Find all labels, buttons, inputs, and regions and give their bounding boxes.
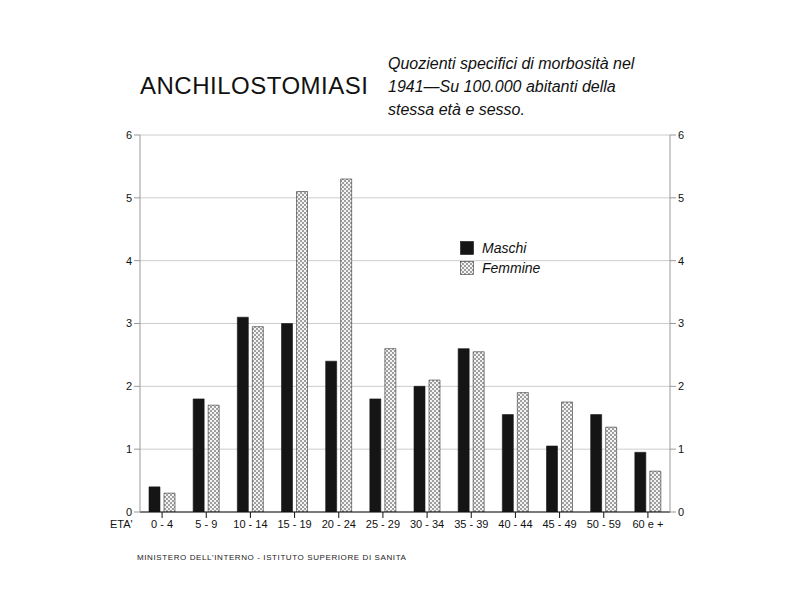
- svg-text:60 e +: 60 e +: [632, 518, 663, 530]
- svg-text:1: 1: [126, 443, 132, 455]
- svg-text:25 - 29: 25 - 29: [366, 518, 400, 530]
- svg-text:3: 3: [126, 317, 132, 329]
- svg-text:35 - 39: 35 - 39: [454, 518, 488, 530]
- svg-text:4: 4: [126, 255, 132, 267]
- svg-text:6: 6: [126, 129, 132, 141]
- svg-text:5: 5: [126, 192, 132, 204]
- svg-text:15 - 19: 15 - 19: [277, 518, 311, 530]
- html-text:Quozienti specifici di morbosi: Quozienti specifici di morbosità nel 194…: [388, 55, 635, 118]
- svg-text:10 - 14: 10 - 14: [233, 518, 267, 530]
- svg-text:45 - 49: 45 - 49: [542, 518, 576, 530]
- html-text:Maschi: Maschi: [482, 240, 527, 256]
- svg-text:5 - 9: 5 - 9: [195, 518, 217, 530]
- svg-text:40 - 44: 40 - 44: [498, 518, 532, 530]
- svg-text:0: 0: [678, 506, 684, 518]
- svg-text:0: 0: [126, 506, 132, 518]
- svg-text:50 - 59: 50 - 59: [587, 518, 621, 530]
- html-text:MINISTERO DELL'INTERNO - ISTIT: MINISTERO DELL'INTERNO - ISTITUTO SUPERI…: [137, 553, 407, 562]
- svg-text:30 - 34: 30 - 34: [410, 518, 444, 530]
- html-text:ETA': ETA': [110, 518, 133, 530]
- svg-text:5: 5: [678, 192, 684, 204]
- html-text:Femmine: Femmine: [482, 260, 541, 276]
- svg-text:20 - 24: 20 - 24: [322, 518, 356, 530]
- svg-text:2: 2: [126, 380, 132, 392]
- svg-text:0 - 4: 0 - 4: [151, 518, 173, 530]
- svg-text:1: 1: [678, 443, 684, 455]
- html-text:ANCHILOSTOMIASI: ANCHILOSTOMIASI: [140, 72, 369, 99]
- svg-text:6: 6: [678, 129, 684, 141]
- svg-text:2: 2: [678, 380, 684, 392]
- svg-text:4: 4: [678, 255, 684, 267]
- svg-text:3: 3: [678, 317, 684, 329]
